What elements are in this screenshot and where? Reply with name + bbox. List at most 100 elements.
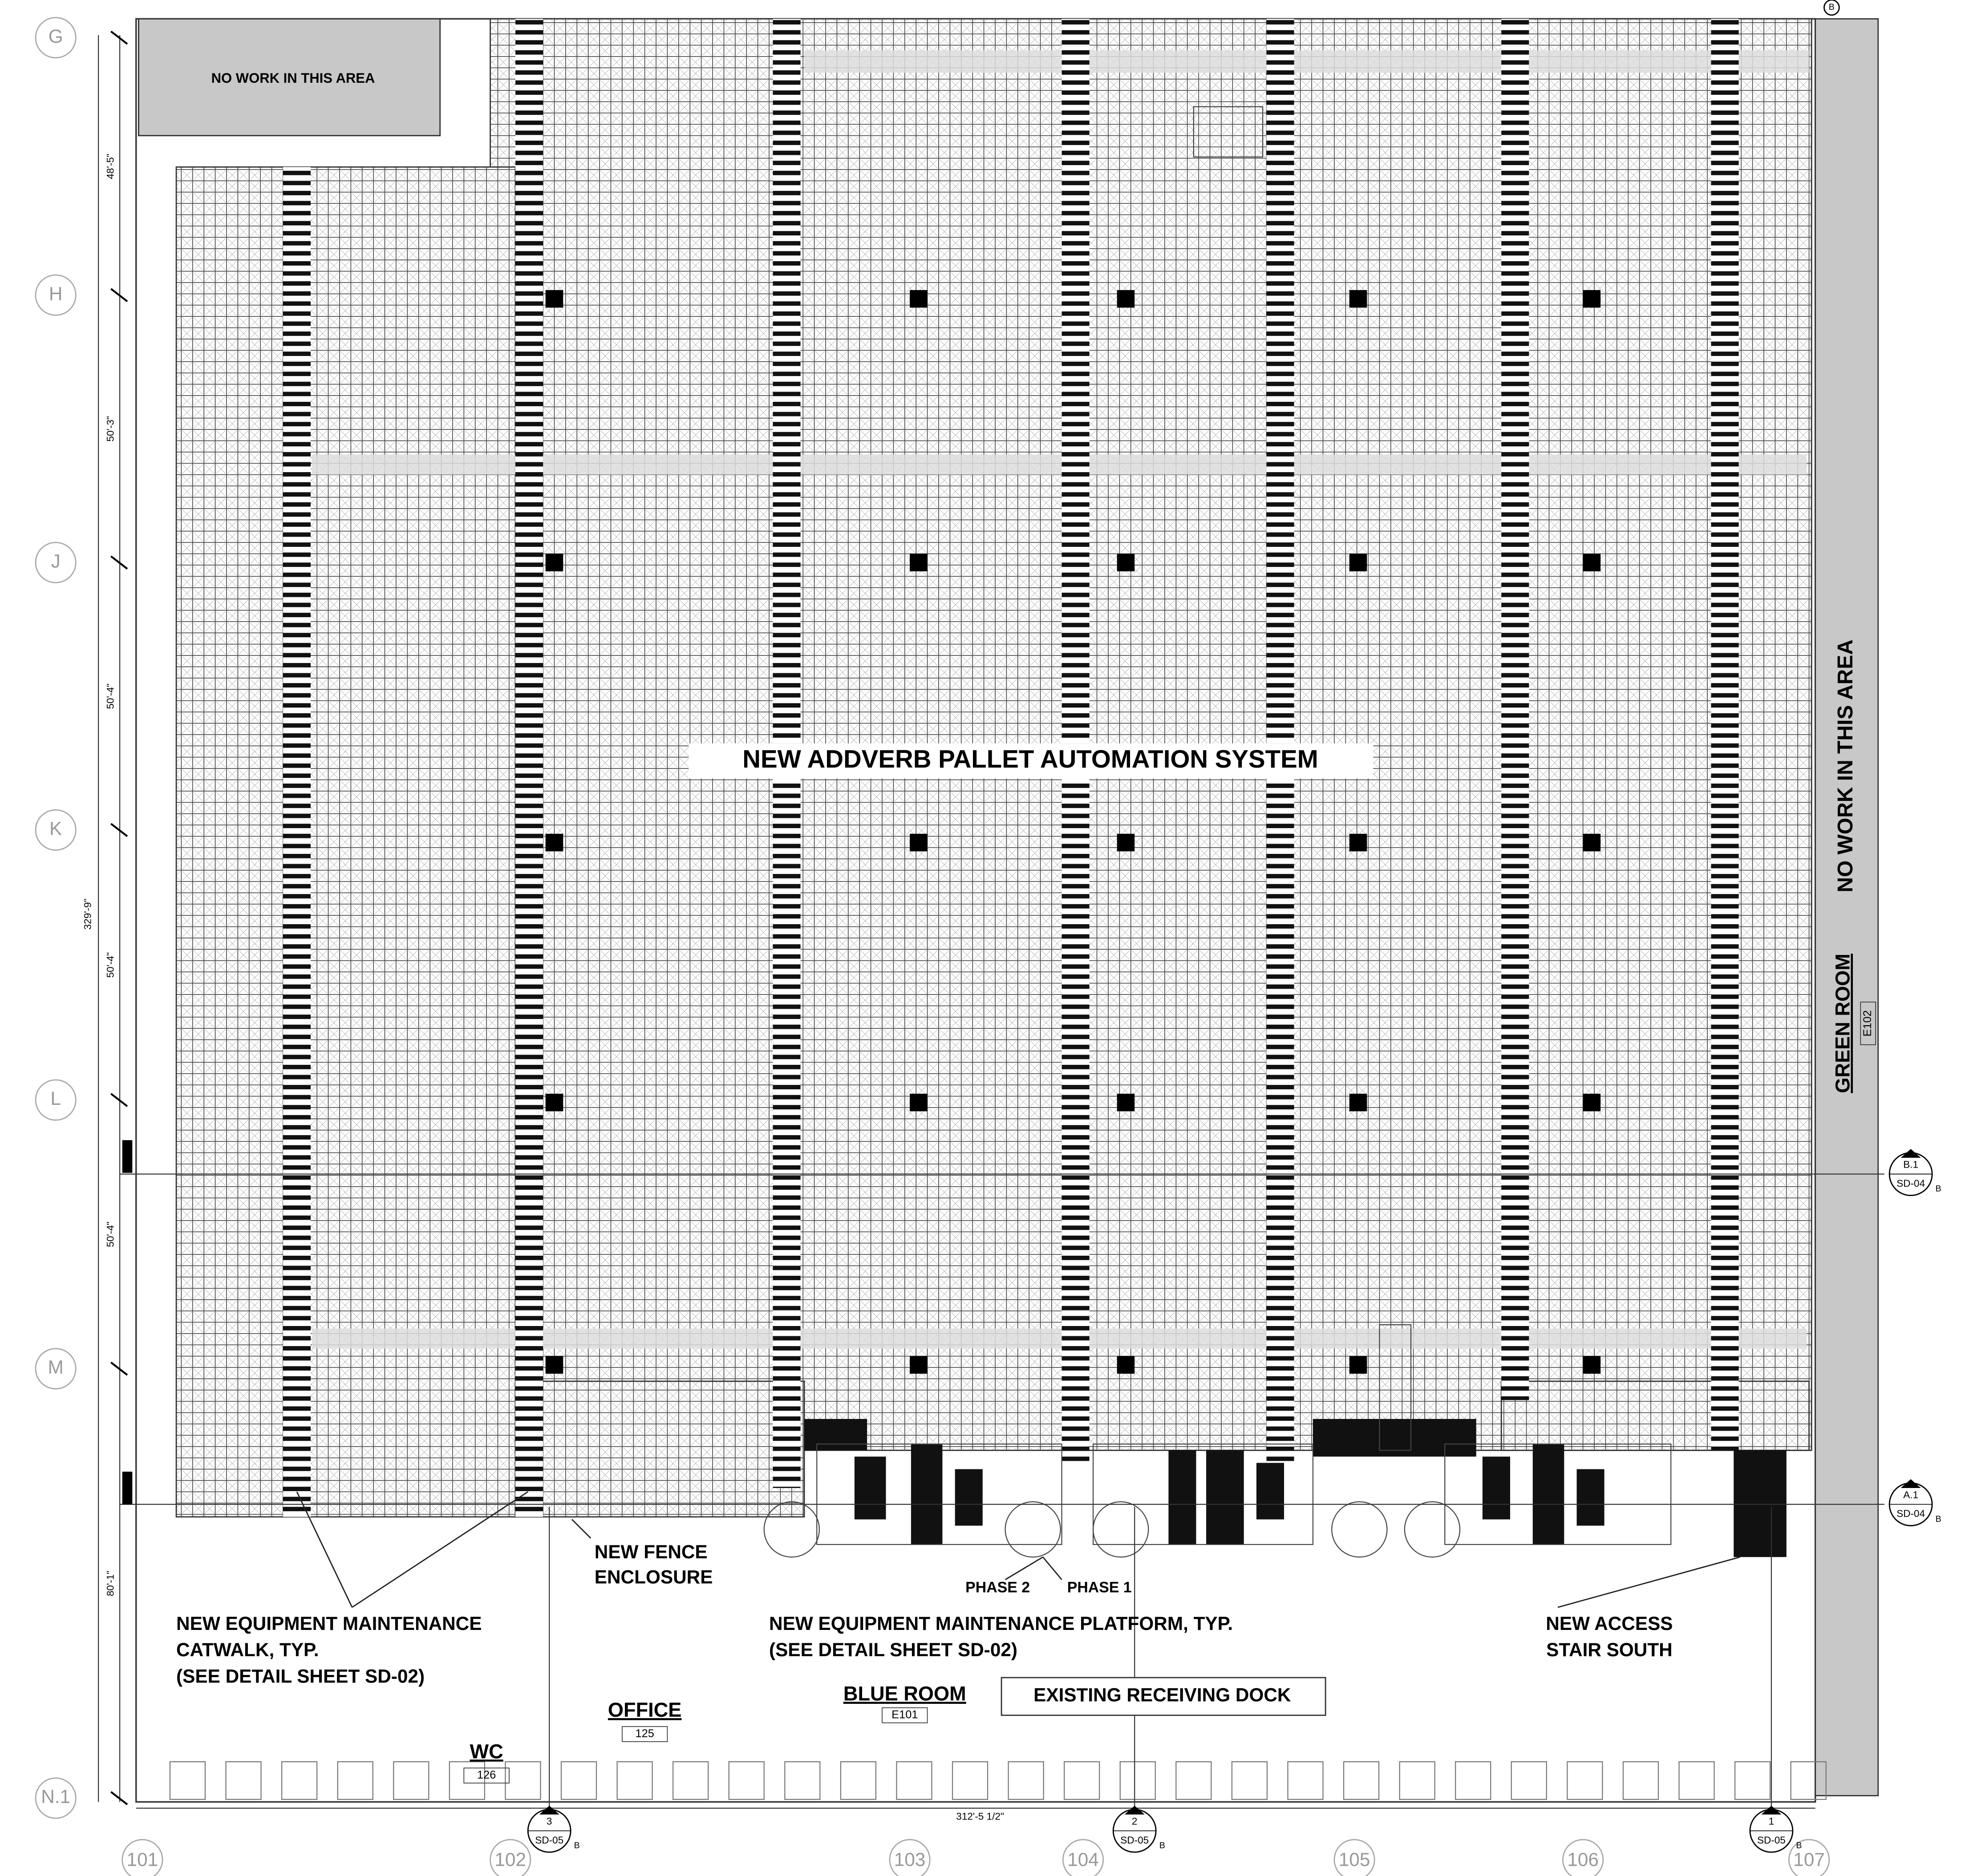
dock-door <box>338 1762 373 1799</box>
column <box>546 554 563 571</box>
annotation: (SEE DETAIL SHEET SD-02) <box>176 1666 425 1686</box>
page: GHJKLMN.148'-5"50'-3"50'-4"50'-4"50'-4"8… <box>0 0 1969 1876</box>
dock-door <box>1232 1762 1267 1799</box>
section-elevation: B <box>1159 1840 1165 1850</box>
dock-door <box>1120 1762 1155 1799</box>
column <box>1117 1094 1135 1112</box>
annotation: ENCLOSURE <box>595 1566 713 1587</box>
column <box>1117 834 1135 852</box>
dock-door <box>841 1762 876 1799</box>
annotation: NEW EQUIPMENT MAINTENANCE <box>176 1613 482 1634</box>
grid-tick <box>111 289 127 301</box>
section-elevation: B <box>1936 1514 1941 1524</box>
column <box>1583 554 1601 571</box>
dock-door <box>226 1762 261 1799</box>
dock-door <box>1679 1762 1714 1799</box>
annotation: NEW EQUIPMENT MAINTENANCE PLATFORM, TYP. <box>769 1613 1233 1634</box>
section-number: A.1 <box>1903 1489 1918 1500</box>
grid-row-label: M <box>48 1357 64 1378</box>
section-elevation: B <box>574 1840 580 1850</box>
section-elevation: B <box>1936 1184 1941 1194</box>
section-sheet: SD-05 <box>1120 1835 1149 1846</box>
column <box>1349 1356 1367 1374</box>
section-number: 3 <box>547 1816 552 1827</box>
column <box>1349 834 1367 852</box>
grid-tick <box>111 1094 127 1106</box>
annotation: EXISTING RECEIVING DOCK <box>1033 1685 1291 1706</box>
column <box>546 834 563 852</box>
grid-tick <box>111 1792 127 1804</box>
dock-door <box>1176 1762 1211 1799</box>
dock-door <box>1511 1762 1547 1799</box>
grid-column-label: 102 <box>494 1849 526 1870</box>
dock-door <box>896 1762 932 1799</box>
section-elevation: B <box>1796 1840 1802 1850</box>
dock-door <box>673 1762 708 1799</box>
grid-row-label: J <box>51 550 61 571</box>
section-number: B.1 <box>1903 1159 1918 1170</box>
dock-door <box>617 1762 652 1799</box>
grid-row-label: N.1 <box>41 1786 70 1807</box>
dock-door <box>505 1762 540 1799</box>
section-sheet: SD-05 <box>1757 1835 1786 1846</box>
column <box>546 290 563 308</box>
column <box>1349 1094 1367 1112</box>
dock-door <box>170 1762 205 1799</box>
room-number: 126 <box>477 1769 496 1781</box>
room-number: E101 <box>891 1708 918 1721</box>
annotation: PHASE 2 <box>965 1579 1030 1596</box>
grid-tick <box>111 1363 127 1375</box>
dock-door <box>1344 1762 1379 1799</box>
column <box>910 834 928 852</box>
grid-column-label: 105 <box>1339 1849 1370 1870</box>
floor-plan: GHJKLMN.148'-5"50'-3"50'-4"50'-4"50'-4"8… <box>0 0 1969 1876</box>
row-dimension: 50'-4" <box>105 683 116 709</box>
dock-door <box>1288 1762 1323 1799</box>
grid-tick <box>111 556 127 569</box>
room-name: BLUE ROOM <box>843 1682 966 1705</box>
column <box>546 1094 563 1112</box>
column <box>910 1356 928 1374</box>
dock-door <box>1567 1762 1602 1799</box>
racking <box>515 1381 804 1517</box>
column <box>1349 554 1367 571</box>
section-number: 1 <box>1769 1816 1775 1827</box>
overall-height: 329'-9" <box>82 898 93 930</box>
dock-door <box>952 1762 988 1799</box>
column <box>1583 1356 1601 1374</box>
marker-block <box>122 1472 133 1504</box>
grid-row-label: L <box>50 1088 61 1109</box>
row-dimension: 50'-4" <box>105 1221 116 1247</box>
column <box>1583 290 1601 308</box>
row-dimension: 50'-3" <box>105 416 116 441</box>
room-name: OFFICE <box>608 1698 682 1721</box>
column <box>910 290 928 308</box>
dock-door <box>1455 1762 1491 1799</box>
annotation: NEW ADDVERB PALLET AUTOMATION SYSTEM <box>742 745 1318 773</box>
section-sheet: SD-05 <box>535 1835 563 1846</box>
dock-door <box>1623 1762 1658 1799</box>
row-dimension: 80'-1" <box>105 1571 116 1596</box>
column <box>1583 1094 1601 1112</box>
grid-column-label: 103 <box>894 1849 926 1870</box>
dock-door <box>282 1762 317 1799</box>
dock-door <box>1735 1762 1770 1799</box>
section-number: 2 <box>1132 1816 1138 1827</box>
column <box>1117 554 1135 571</box>
racking <box>1501 1381 1809 1450</box>
grid-column-label: 107 <box>1793 1849 1825 1870</box>
grid-row-label: H <box>49 283 63 304</box>
section-sheet: SD-04 <box>1896 1178 1925 1189</box>
grid-column-label: 106 <box>1567 1849 1599 1870</box>
grid-column-label: 101 <box>127 1849 158 1870</box>
row-dimension: 48'-5" <box>105 154 116 179</box>
dock-door <box>561 1762 596 1799</box>
row-dimension: 50'-4" <box>105 952 116 978</box>
no-work-zone <box>1815 19 1878 1795</box>
column <box>1349 290 1367 308</box>
grid-tick <box>111 32 127 44</box>
grid-row-label: G <box>49 26 63 47</box>
room-name: WC <box>470 1740 503 1763</box>
annotation: NEW ACCESS <box>1546 1613 1673 1634</box>
marker-block <box>122 1140 133 1172</box>
